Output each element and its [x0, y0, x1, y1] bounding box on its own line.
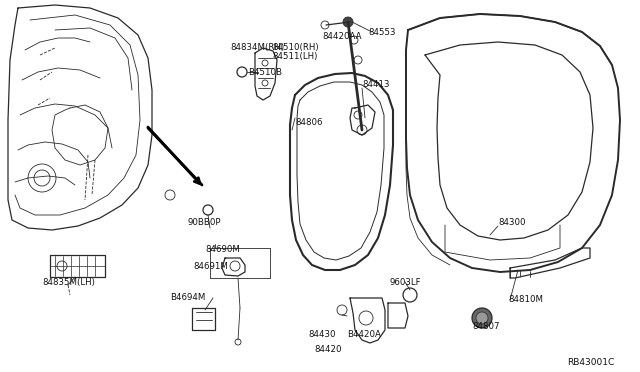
Text: B4420A: B4420A — [347, 330, 381, 339]
Text: B4510B: B4510B — [248, 68, 282, 77]
Text: 84807: 84807 — [472, 322, 499, 331]
Text: 84810M: 84810M — [508, 295, 543, 304]
Circle shape — [472, 308, 492, 328]
Text: 84413: 84413 — [362, 80, 390, 89]
Circle shape — [476, 312, 488, 324]
Text: 84420AA: 84420AA — [322, 32, 362, 41]
Text: 84420: 84420 — [314, 345, 342, 354]
Text: 84806: 84806 — [295, 118, 323, 127]
Text: 84691M: 84691M — [193, 262, 228, 271]
Text: 84553: 84553 — [368, 28, 396, 37]
Text: 84511(LH): 84511(LH) — [272, 52, 317, 61]
Circle shape — [343, 17, 353, 27]
Text: 9603LF: 9603LF — [390, 278, 422, 287]
Text: 84690M: 84690M — [205, 245, 240, 254]
Text: RB43001C: RB43001C — [567, 358, 614, 367]
Text: 90BB0P: 90BB0P — [188, 218, 221, 227]
Text: 84835M(LH): 84835M(LH) — [42, 278, 95, 287]
Text: 84300: 84300 — [498, 218, 525, 227]
Text: 84430: 84430 — [308, 330, 335, 339]
Text: B4694M: B4694M — [170, 293, 205, 302]
Text: 84834M(RH): 84834M(RH) — [230, 43, 284, 52]
Text: 84510(RH): 84510(RH) — [272, 43, 319, 52]
